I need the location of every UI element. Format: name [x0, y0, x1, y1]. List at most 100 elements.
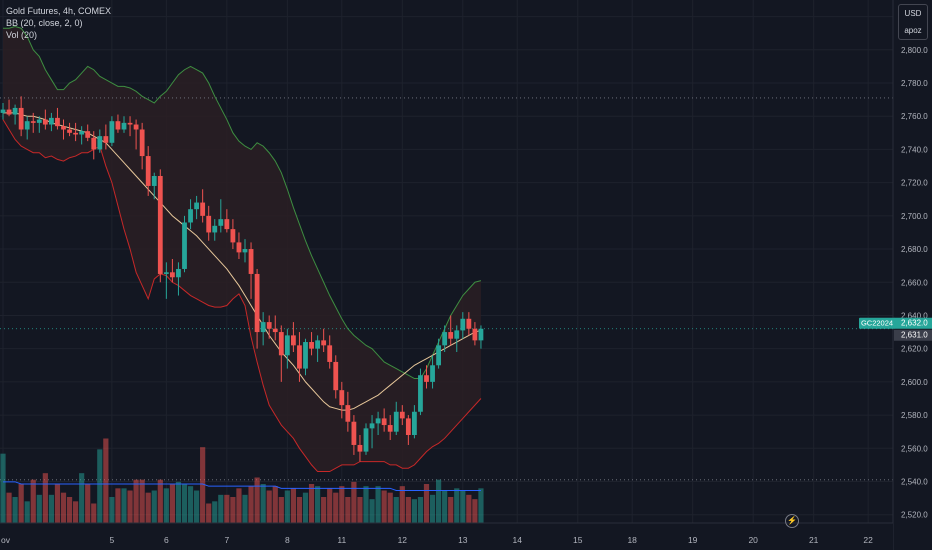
volume-bar	[115, 488, 121, 523]
volume-bar	[109, 497, 115, 523]
volume-bar	[272, 486, 278, 523]
candle	[478, 325, 484, 349]
volume-bar	[30, 479, 36, 523]
candle-body	[30, 121, 36, 123]
volume-bar	[36, 494, 42, 523]
volume-bar	[266, 490, 272, 523]
candle	[387, 415, 393, 440]
candle	[345, 391, 351, 432]
x-tick-label: 12	[398, 535, 408, 545]
lightning-icon[interactable]: ⚡	[785, 514, 799, 528]
candle	[49, 112, 54, 132]
legend-volume-indicator[interactable]: Vol (20)	[6, 30, 38, 40]
candle-body	[6, 109, 12, 115]
candle-body	[24, 121, 30, 130]
candle	[97, 129, 103, 153]
candle-body	[115, 121, 121, 130]
candle	[266, 315, 272, 339]
volume-bar	[97, 449, 103, 523]
bb-upper-line	[3, 26, 482, 380]
candle	[170, 259, 175, 283]
candle-body	[424, 375, 429, 382]
candle-body	[103, 136, 109, 143]
symbol-tag	[859, 317, 895, 329]
candle-body	[472, 328, 478, 341]
candle	[303, 338, 308, 376]
prev-price-label: 2,631.0	[901, 331, 928, 340]
candle-body	[278, 332, 284, 356]
volume-bar	[24, 501, 30, 523]
legend-symbol[interactable]: Gold Futures, 4h, COMEX	[6, 6, 112, 16]
bb-fill	[3, 26, 481, 472]
price-axis	[893, 0, 932, 550]
candle	[272, 315, 278, 341]
x-tick-label: 13	[458, 535, 468, 545]
volume-bar	[302, 492, 309, 523]
candle	[399, 405, 405, 426]
candle	[6, 99, 12, 117]
candle-body	[79, 131, 85, 135]
candle-body	[436, 345, 441, 366]
candle-body	[412, 411, 417, 436]
volume-bar	[187, 486, 194, 523]
candle-body	[333, 361, 339, 391]
candle-body	[18, 107, 24, 130]
volume-bar	[296, 497, 303, 523]
y-tick-label: 2,620.0	[901, 345, 928, 354]
volume-bar	[284, 490, 290, 523]
x-tick-label: 15	[573, 535, 583, 545]
currency-selector[interactable]: USD apoz	[898, 4, 928, 40]
candle	[109, 116, 115, 147]
y-tick-label: 2,560.0	[901, 444, 928, 453]
candle	[36, 116, 42, 133]
volume-bar	[339, 486, 345, 523]
candle-body	[0, 109, 6, 113]
candle-body	[109, 121, 115, 143]
scale-label: apoz	[904, 26, 922, 35]
currency-label: USD	[904, 9, 922, 18]
volume-bar	[42, 473, 48, 523]
volume-bar	[387, 492, 393, 523]
candle-body	[297, 345, 302, 369]
candle	[436, 338, 441, 369]
candle	[454, 325, 460, 352]
candle-body	[55, 117, 60, 127]
candle-body	[212, 225, 218, 233]
candle	[24, 116, 30, 140]
volume-bar	[121, 488, 127, 523]
y-tick-label: 2,680.0	[901, 245, 928, 254]
x-tick-label: ov	[1, 535, 11, 545]
candle-body	[230, 229, 236, 243]
volume-bar	[290, 488, 296, 523]
candle	[103, 124, 109, 150]
candle	[127, 116, 133, 137]
candle-body	[218, 219, 224, 226]
volume-bar	[194, 490, 200, 523]
candle	[260, 312, 266, 346]
candle	[236, 232, 242, 260]
candle-body	[454, 330, 460, 339]
candle	[418, 368, 423, 416]
volume-bar	[151, 490, 157, 523]
last-price-tag	[894, 317, 932, 329]
volume-bar	[133, 479, 139, 523]
y-tick-label: 2,720.0	[901, 179, 928, 188]
candle-body	[430, 365, 435, 382]
legend-bb-indicator[interactable]: BB (20, close, 2, 0)	[6, 18, 83, 28]
candle	[139, 122, 145, 170]
candle	[91, 131, 97, 160]
candle	[442, 325, 448, 352]
candle-body	[236, 242, 242, 253]
volume-bar	[85, 484, 91, 523]
volume-bar	[411, 499, 417, 523]
candle	[424, 365, 429, 389]
x-tick-label: 8	[285, 535, 290, 545]
x-tick-label: 14	[513, 535, 523, 545]
candle	[242, 239, 248, 263]
candle-body	[73, 132, 78, 135]
candle-body	[315, 340, 320, 349]
candle	[218, 199, 224, 233]
volume-bar	[157, 479, 163, 523]
candle-body	[194, 202, 199, 210]
